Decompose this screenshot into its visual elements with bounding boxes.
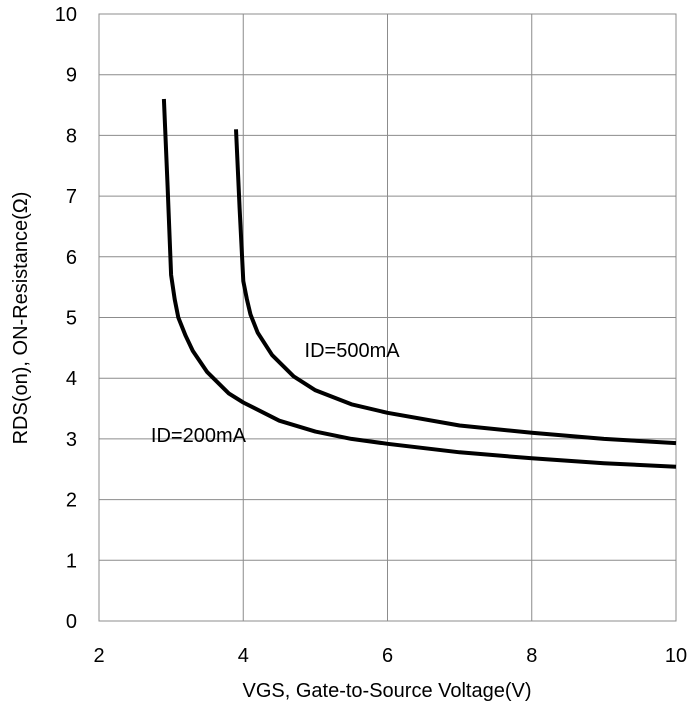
y-tick-label: 0 [66, 611, 77, 633]
y-tick-label: 1 [66, 550, 77, 572]
series-annotation: ID=500mA [305, 340, 401, 362]
y-tick-labels: 0 1 2 3 4 5 6 7 8 9 10 [55, 4, 77, 633]
series-line-1 [161, 98, 677, 469]
series-line-2 [234, 129, 677, 446]
grid [98, 13, 677, 622]
series-annotation: ID=200mA [151, 425, 247, 447]
y-tick-label: 9 [66, 65, 77, 87]
y-tick-label: 3 [66, 429, 77, 451]
y-tick-label: 7 [66, 186, 77, 208]
plot-frame [98, 13, 677, 622]
x-tick-label: 4 [238, 645, 249, 667]
x-tick-label: 2 [93, 645, 104, 667]
x-tick-labels: 2 4 6 8 10 [93, 645, 687, 667]
y-tick-label: 10 [55, 4, 77, 26]
y-tick-label: 5 [66, 308, 77, 330]
x-tick-label: 8 [526, 645, 537, 667]
x-tick-label: 6 [382, 645, 393, 667]
y-tick-label: 2 [66, 490, 77, 512]
x-axis-title: VGS, Gate-to-Source Voltage(V) [242, 680, 531, 702]
x-tick-label: 10 [665, 645, 687, 667]
y-tick-label: 8 [66, 125, 77, 147]
y-tick-label: 6 [66, 247, 77, 269]
series-group [161, 98, 677, 469]
annotations: ID=500mA ID=200mA [151, 340, 400, 447]
y-axis-title: RDS(on), ON-Resistance(Ω) [10, 192, 32, 445]
y-tick-label: 4 [66, 368, 77, 390]
